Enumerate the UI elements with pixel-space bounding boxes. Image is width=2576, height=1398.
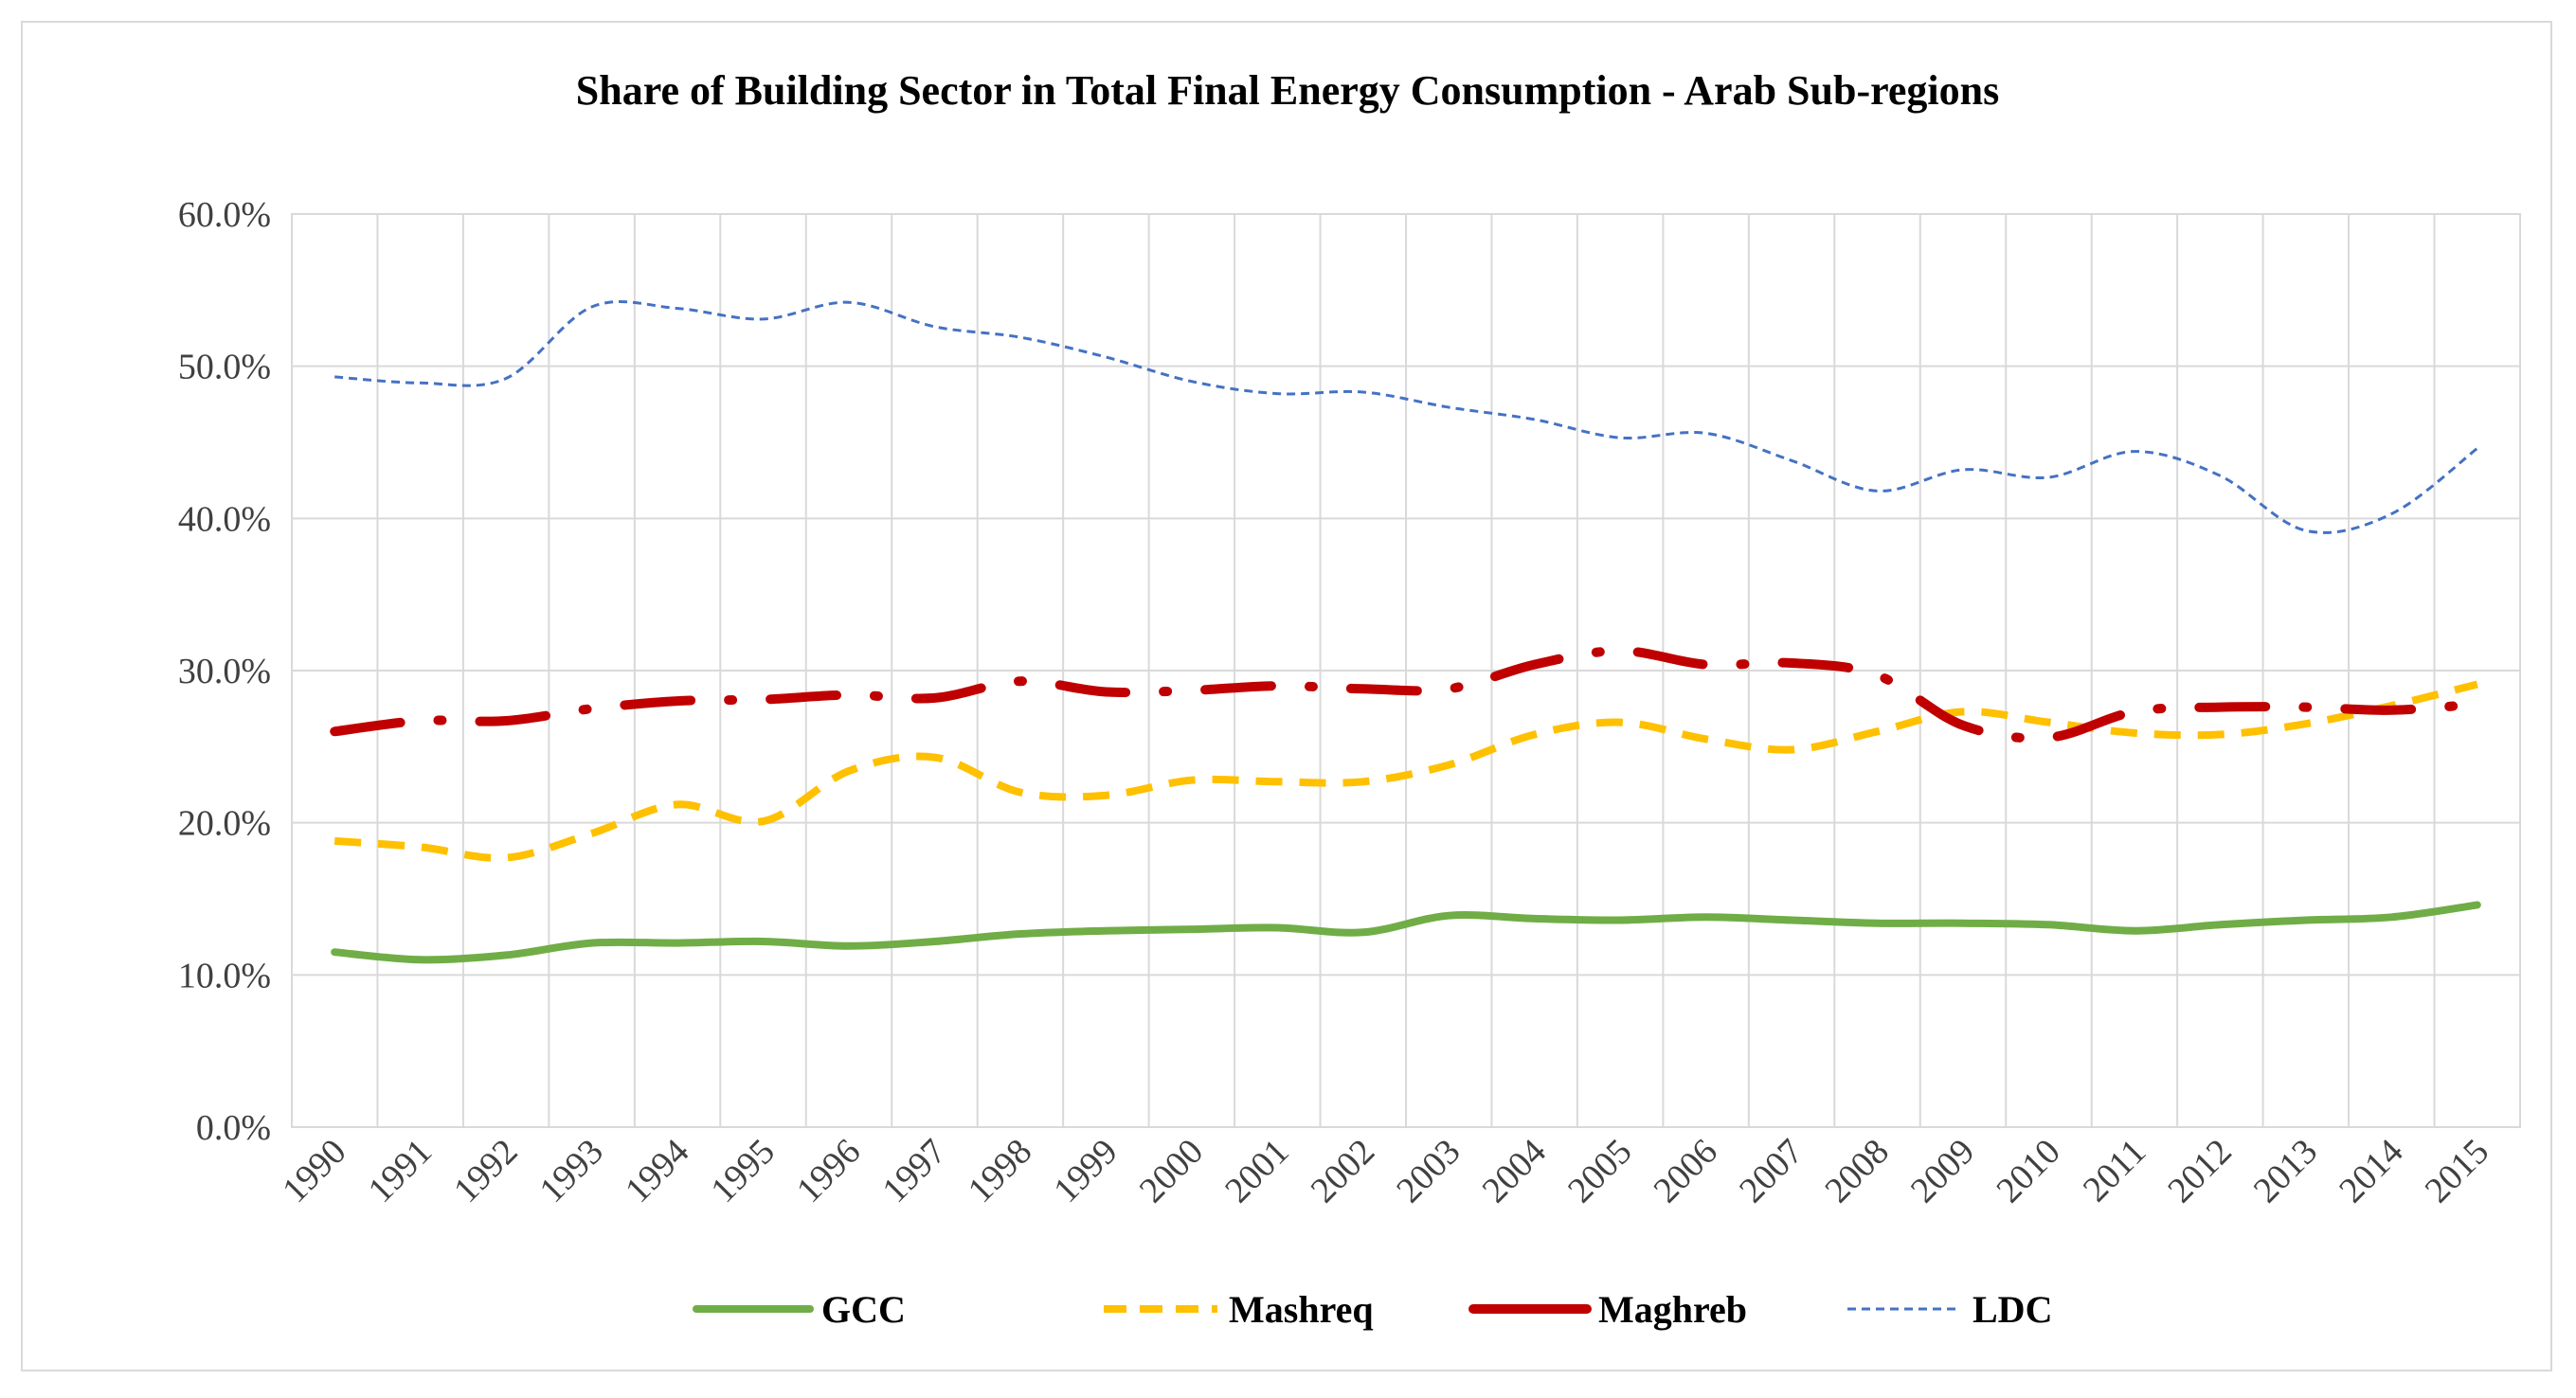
series-line-gcc <box>331 901 2481 964</box>
y-tick-label: 40.0% <box>178 499 271 539</box>
x-tick-label: 1991 <box>361 1132 440 1210</box>
y-tick-label: 60.0% <box>178 195 271 235</box>
x-tick-label: 2001 <box>1217 1132 1296 1210</box>
plot-area-border <box>291 213 2521 1128</box>
x-tick-label: 1998 <box>961 1132 1039 1210</box>
x-tick-label: 1995 <box>703 1132 782 1210</box>
gridlines <box>291 213 2521 1128</box>
x-tick-label: 2014 <box>2332 1132 2410 1210</box>
series-line-ldc <box>334 300 2478 534</box>
legend-label-gcc: GCC <box>821 1288 906 1331</box>
series-lines <box>330 300 2482 964</box>
x-tick-label: 2000 <box>1132 1132 1211 1210</box>
x-tick-label: 2007 <box>1732 1132 1810 1210</box>
x-tick-label: 2002 <box>1304 1132 1382 1210</box>
y-tick-label: 10.0% <box>178 956 271 995</box>
series-line-mashreq <box>333 680 2478 862</box>
x-tick-label: 2008 <box>1817 1132 1896 1210</box>
legend-label-ldc: LDC <box>1973 1288 2052 1331</box>
x-tick-label: 2015 <box>2418 1132 2496 1210</box>
x-tick-label: 2005 <box>1560 1132 1639 1210</box>
x-tick-label: 2003 <box>1389 1132 1468 1210</box>
x-tick-label: 2004 <box>1475 1132 1554 1210</box>
x-tick-label: 1990 <box>275 1132 353 1210</box>
chart-title: Share of Building Sector in Total Final … <box>576 67 1999 114</box>
y-tick-label: 20.0% <box>178 804 271 844</box>
x-tick-label: 1994 <box>618 1132 696 1210</box>
series-line-maghreb <box>330 646 2482 744</box>
chart-frame <box>21 21 2552 1371</box>
x-tick-label: 2013 <box>2246 1132 2325 1210</box>
x-tick-label: 2010 <box>1989 1132 2067 1210</box>
legend-label-maghreb: Maghreb <box>1598 1288 1747 1331</box>
x-tick-label: 1996 <box>789 1132 868 1210</box>
y-tick-label: 30.0% <box>178 652 271 691</box>
y-tick-label: 0.0% <box>196 1108 271 1148</box>
y-axis-tick-labels: 0.0% 10.0% 20.0% 30.0% 40.0% 50.0% 60.0% <box>178 195 271 1148</box>
x-tick-label: 1993 <box>532 1132 611 1210</box>
x-tick-label: 1997 <box>874 1132 953 1210</box>
x-tick-label: 2012 <box>2160 1132 2239 1210</box>
y-tick-label: 50.0% <box>178 348 271 387</box>
x-axis-tick-labels: 1990 1991 1992 1993 1994 1995 1996 1997 1998 1999… <box>275 1132 2496 1210</box>
legend-label-mashreq: Mashreq <box>1229 1288 1374 1331</box>
x-tick-label: 2009 <box>1903 1132 1982 1210</box>
x-tick-label: 1999 <box>1046 1132 1125 1210</box>
x-tick-label: 2006 <box>1647 1132 1725 1210</box>
x-tick-label: 1992 <box>446 1132 525 1210</box>
legend: GCC Mashreq Maghreb LDC <box>693 1288 2052 1331</box>
x-tick-label: 2011 <box>2076 1132 2153 1210</box>
